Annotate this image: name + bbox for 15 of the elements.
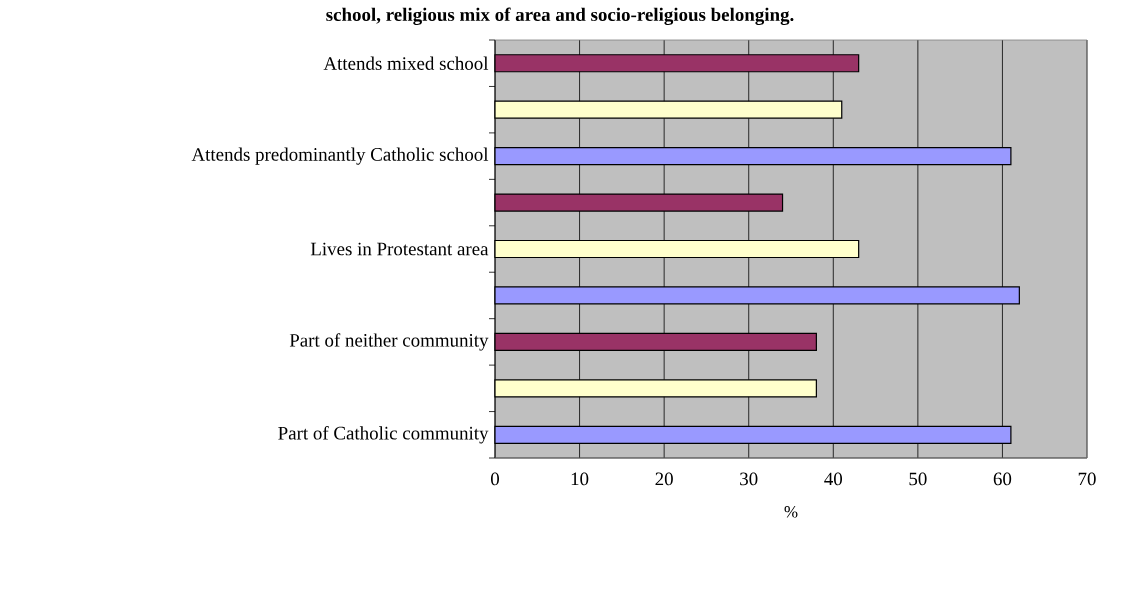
y-tick-label: Attends mixed school [323,56,489,70]
y-tick-label: Part of Catholic community [278,426,489,444]
y-tick-label: Attends predominantly Catholic school [191,147,489,165]
y-tick-label: Part of neither community [289,333,489,351]
x-tick-label: 60 [993,472,1012,486]
x-tick-label: 70 [1078,472,1096,486]
x-tick-label: 40 [824,472,843,486]
x-tick-label: 0 [490,472,499,486]
y-tick-label: Lives in Protestant area [310,242,489,256]
x-axis-title: % [784,506,798,518]
x-tick-label: 20 [655,472,673,486]
x-tick-label: 30 [740,472,758,486]
x-tick-label: 10 [571,472,589,486]
x-tick-label: 50 [909,472,927,486]
chart-title: school, religious mix of area and socio-religious belonging. [326,7,794,25]
